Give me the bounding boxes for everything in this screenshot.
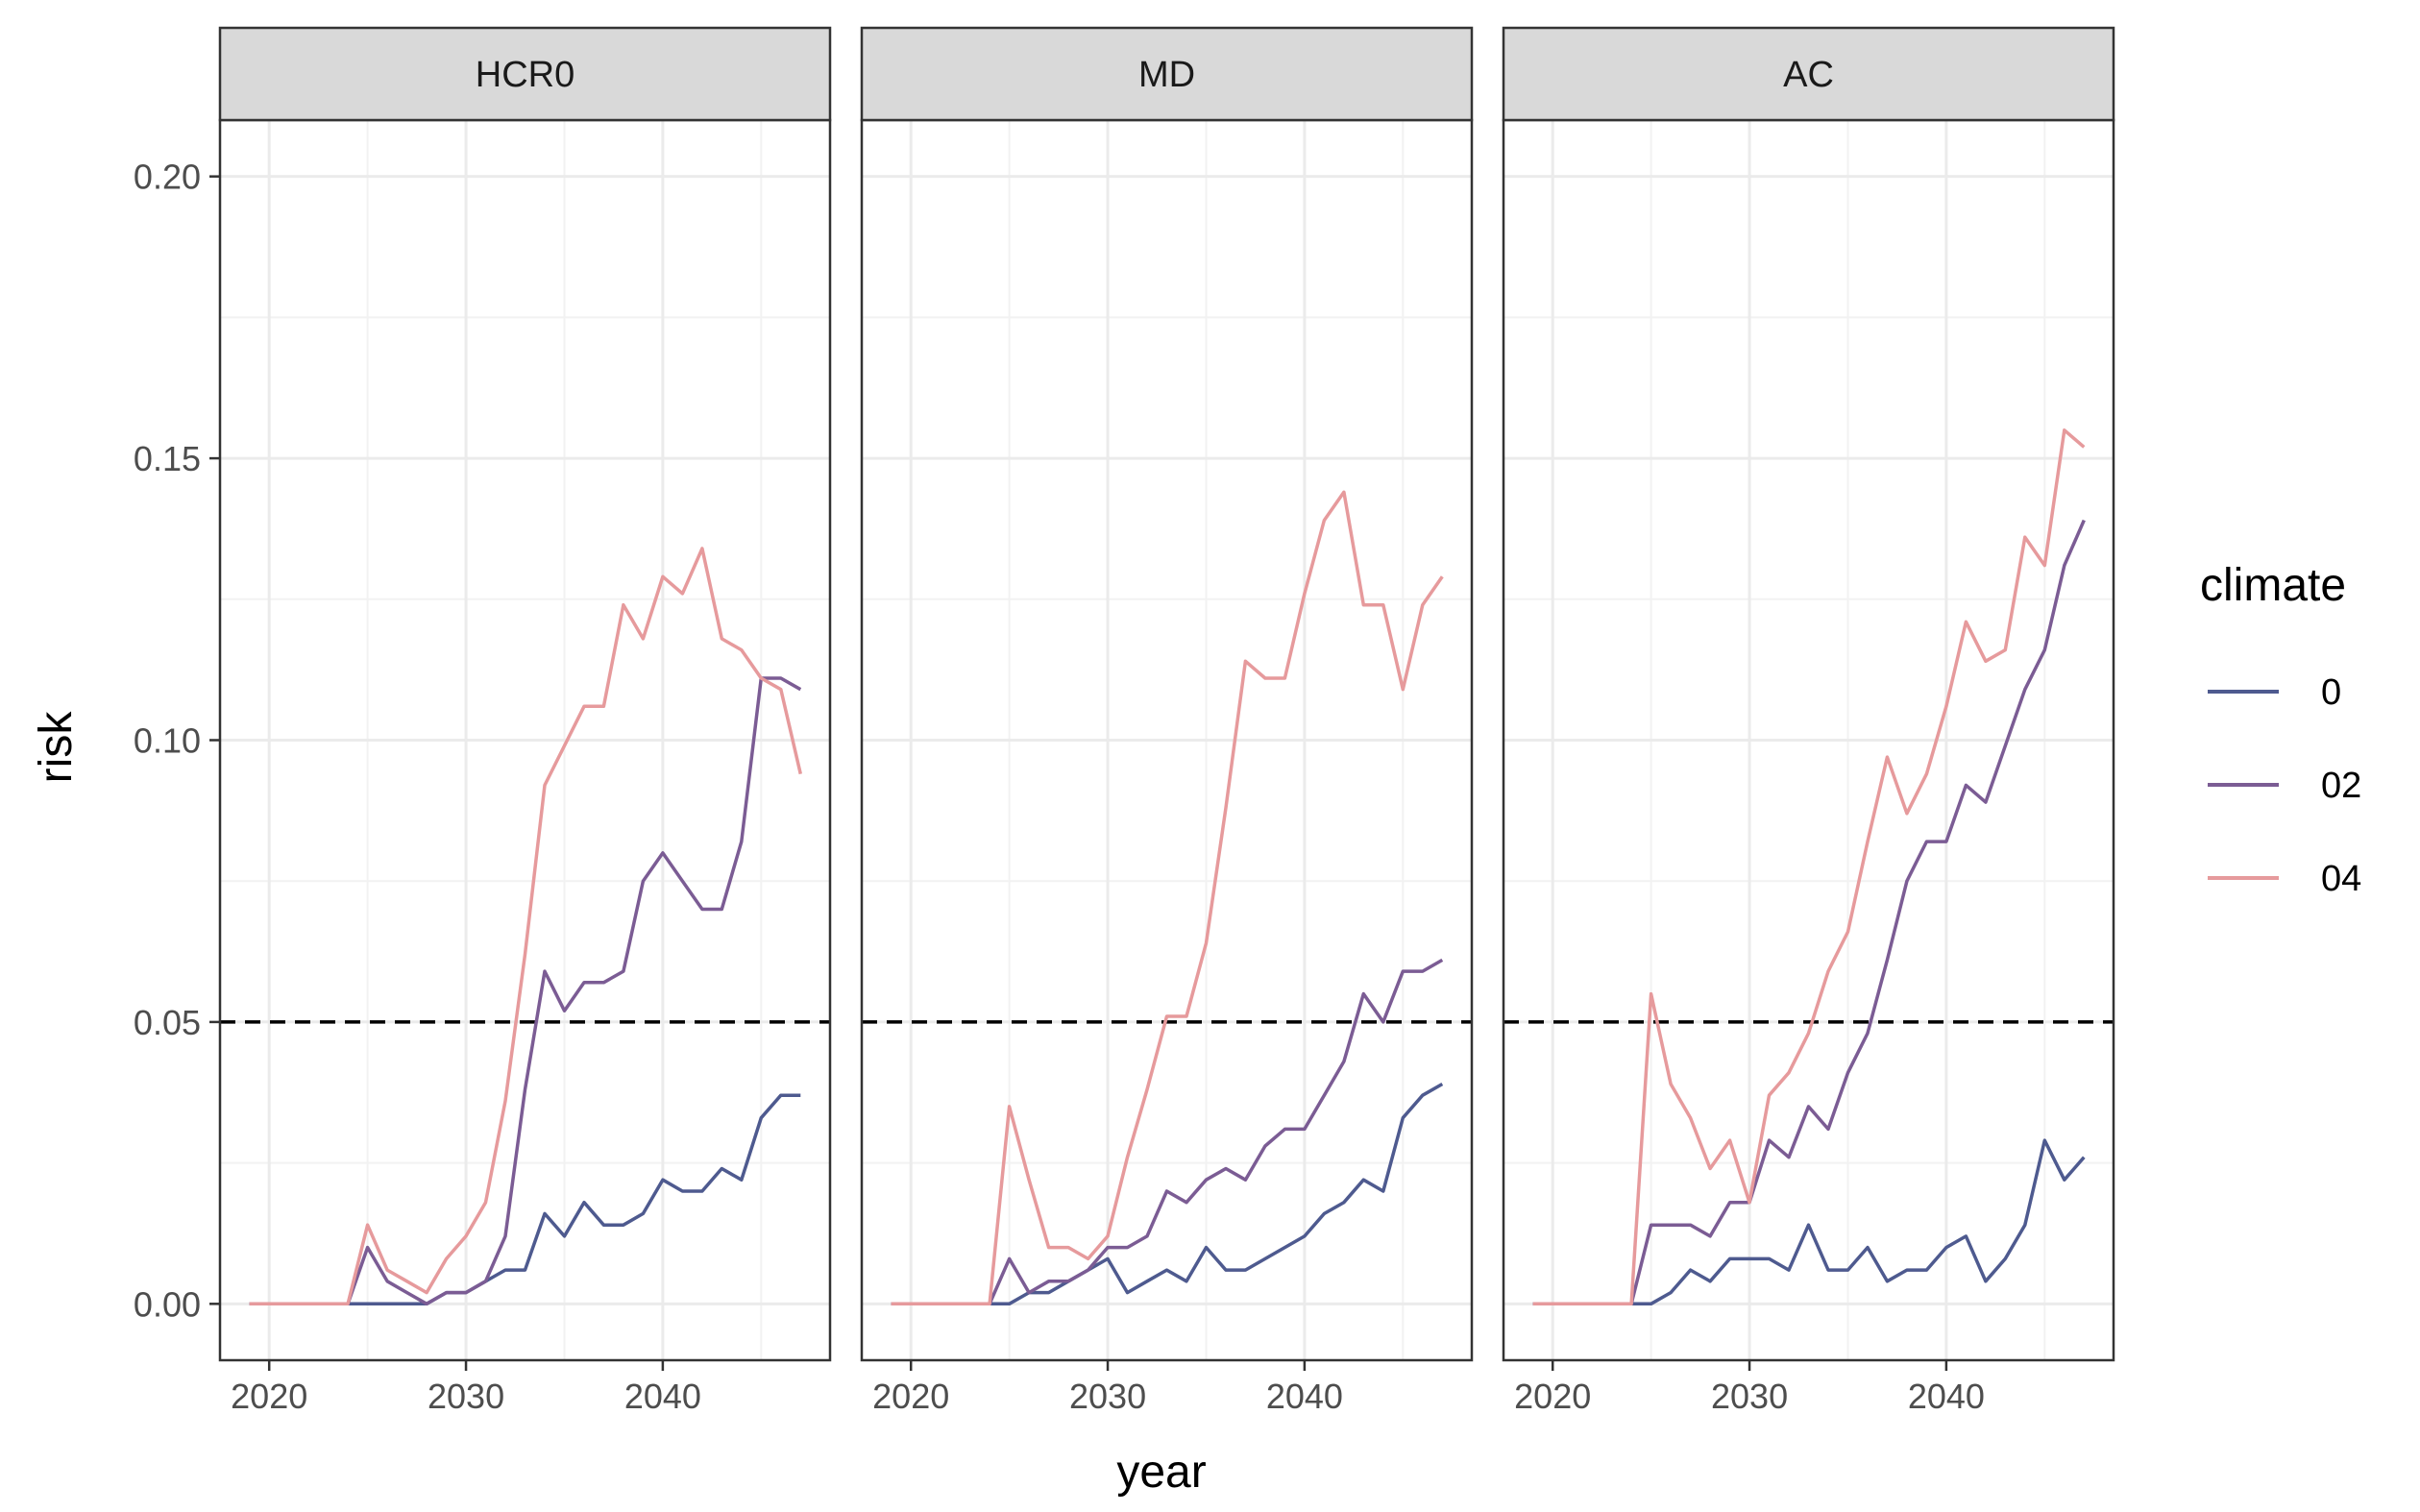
legend-entry-0: 0 bbox=[2208, 672, 2341, 713]
panel-HCR0: HCR0 2020 2030 2040 0.00 0.05 0.10 0.15 0.20 bbox=[134, 26, 832, 1416]
panel-MD: MD 2020 2030 2040 bbox=[860, 26, 1474, 1416]
strip-background bbox=[218, 26, 832, 122]
series-line-04 bbox=[1532, 428, 2086, 1306]
x-tick-label: 2030 bbox=[1711, 1377, 1788, 1416]
legend-entry-1: 02 bbox=[2208, 766, 2361, 806]
x-tick-label: 2040 bbox=[1908, 1377, 1985, 1416]
x-tick-label: 2040 bbox=[1266, 1377, 1343, 1416]
y-tick-label: 0.20 bbox=[134, 158, 201, 197]
legend-label-1: 02 bbox=[2321, 766, 2361, 806]
x-tick-label: 2030 bbox=[428, 1377, 504, 1416]
x-tick-label: 2020 bbox=[872, 1377, 949, 1416]
series-line-04 bbox=[249, 547, 803, 1306]
y-tick-label: 0.05 bbox=[134, 1003, 201, 1042]
y-tick-label: 0.10 bbox=[134, 721, 201, 761]
x-tick-label: 2020 bbox=[1514, 1377, 1591, 1416]
x-tick-label: 2030 bbox=[1069, 1377, 1146, 1416]
legend-label-2: 04 bbox=[2321, 859, 2361, 899]
legend: climate 0 02 04 bbox=[2200, 560, 2361, 899]
strip-background bbox=[1502, 26, 2115, 122]
x-axis-title: year bbox=[1116, 1447, 1206, 1498]
strip-label: HCR0 bbox=[476, 55, 574, 95]
legend-title: climate bbox=[2200, 560, 2346, 611]
strip-label: MD bbox=[1138, 55, 1195, 95]
x-tick-label: 2040 bbox=[624, 1377, 701, 1416]
y-tick-label: 0.15 bbox=[134, 439, 201, 478]
panel-AC: AC 2020 2030 2040 bbox=[1502, 26, 2115, 1416]
facet-panels: HCR0 2020 2030 2040 0.00 0.05 0.10 0.15 0.20 MD 20… bbox=[134, 26, 2115, 1416]
strip-label: AC bbox=[1783, 55, 1834, 95]
y-axis-title: risk bbox=[31, 711, 82, 784]
strip-background bbox=[860, 26, 1474, 122]
series-line-04 bbox=[891, 490, 1444, 1306]
legend-entry-2: 04 bbox=[2208, 859, 2361, 899]
y-tick-label: 0.00 bbox=[134, 1284, 201, 1324]
x-tick-label: 2020 bbox=[231, 1377, 307, 1416]
legend-label-0: 0 bbox=[2321, 672, 2341, 713]
